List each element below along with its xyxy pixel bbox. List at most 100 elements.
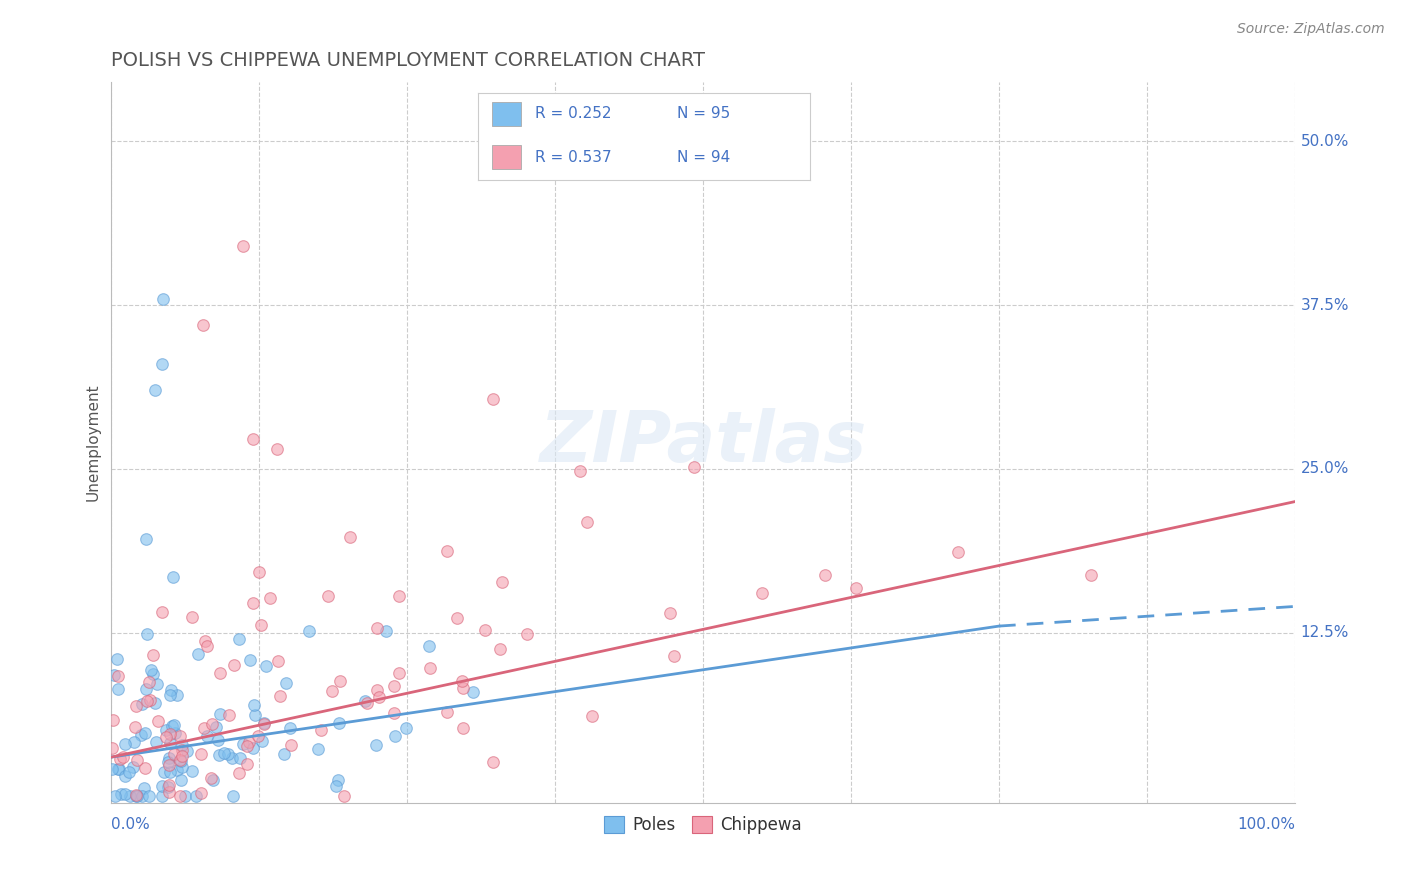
Point — [194, 634, 217, 648]
Point — [309, 723, 332, 737]
Point — [142, 648, 165, 663]
Point — [181, 610, 204, 624]
Point — [664, 648, 686, 663]
Point — [243, 708, 266, 723]
Point — [134, 761, 156, 775]
Point — [367, 690, 389, 704]
Point — [169, 753, 191, 767]
Point — [110, 787, 132, 801]
Point — [946, 545, 969, 559]
Point — [145, 735, 167, 749]
Point — [259, 591, 281, 606]
Point — [658, 606, 681, 620]
Point — [101, 740, 124, 755]
Point — [568, 464, 591, 478]
Point — [105, 652, 128, 666]
Point — [280, 739, 302, 753]
Point — [274, 676, 297, 690]
Point — [107, 682, 129, 697]
Y-axis label: Unemployment: Unemployment — [86, 384, 100, 501]
Point — [107, 763, 129, 777]
Point — [273, 747, 295, 761]
Point — [163, 747, 186, 762]
Point — [200, 771, 222, 785]
Point — [100, 762, 122, 776]
Point — [418, 639, 440, 653]
Point — [1080, 568, 1102, 582]
Point — [516, 627, 538, 641]
Point — [157, 780, 180, 795]
Point — [125, 789, 148, 804]
Point — [166, 688, 188, 702]
Point — [269, 689, 291, 703]
Point — [239, 653, 262, 667]
Point — [491, 574, 513, 589]
Point — [353, 694, 375, 708]
Point — [117, 765, 139, 780]
Point — [242, 432, 264, 446]
Point — [266, 442, 288, 456]
Point — [243, 698, 266, 712]
Point — [135, 533, 157, 547]
Text: 37.5%: 37.5% — [1301, 298, 1350, 312]
Point — [114, 737, 136, 751]
Point — [195, 639, 218, 653]
Point — [208, 665, 231, 680]
Point — [191, 318, 214, 332]
Point — [242, 741, 264, 756]
Point — [325, 779, 347, 793]
Point — [150, 779, 173, 793]
Point — [122, 734, 145, 748]
Point — [155, 730, 177, 744]
Point — [125, 788, 148, 802]
Point — [250, 734, 273, 748]
Point — [201, 717, 224, 731]
Point — [298, 624, 321, 639]
Point — [253, 717, 276, 731]
Point — [104, 789, 127, 804]
Point — [159, 736, 181, 750]
Point — [159, 764, 181, 779]
Point — [111, 750, 134, 764]
Point — [103, 667, 125, 681]
Point — [489, 641, 512, 656]
Point — [172, 743, 194, 757]
Point — [576, 516, 599, 530]
Point — [170, 754, 193, 768]
Point — [236, 739, 259, 753]
Point — [170, 760, 193, 774]
Point — [209, 706, 232, 721]
Point — [451, 722, 474, 736]
Point — [242, 596, 264, 610]
Text: Source: ZipAtlas.com: Source: ZipAtlas.com — [1237, 22, 1385, 37]
Point — [388, 590, 411, 604]
Point — [221, 751, 243, 765]
Point — [143, 383, 166, 397]
Point — [159, 688, 181, 702]
Point — [129, 728, 152, 742]
Point — [236, 756, 259, 771]
Point — [134, 726, 156, 740]
Point — [212, 746, 235, 760]
Point — [166, 763, 188, 777]
Point — [451, 674, 474, 689]
Point — [217, 747, 239, 761]
Point — [173, 789, 195, 804]
Legend: Poles, Chippewa: Poles, Chippewa — [605, 816, 803, 834]
Point — [481, 392, 503, 406]
Point — [138, 674, 160, 689]
Point — [131, 697, 153, 711]
Point — [232, 239, 254, 253]
Point — [339, 530, 361, 544]
Point — [180, 764, 202, 778]
Point — [228, 766, 250, 780]
Point — [159, 727, 181, 741]
Point — [139, 693, 162, 707]
Point — [135, 681, 157, 696]
Point — [481, 755, 503, 769]
Point — [190, 786, 212, 800]
Point — [125, 753, 148, 767]
Point — [146, 677, 169, 691]
Point — [813, 568, 835, 582]
Point — [207, 733, 229, 747]
